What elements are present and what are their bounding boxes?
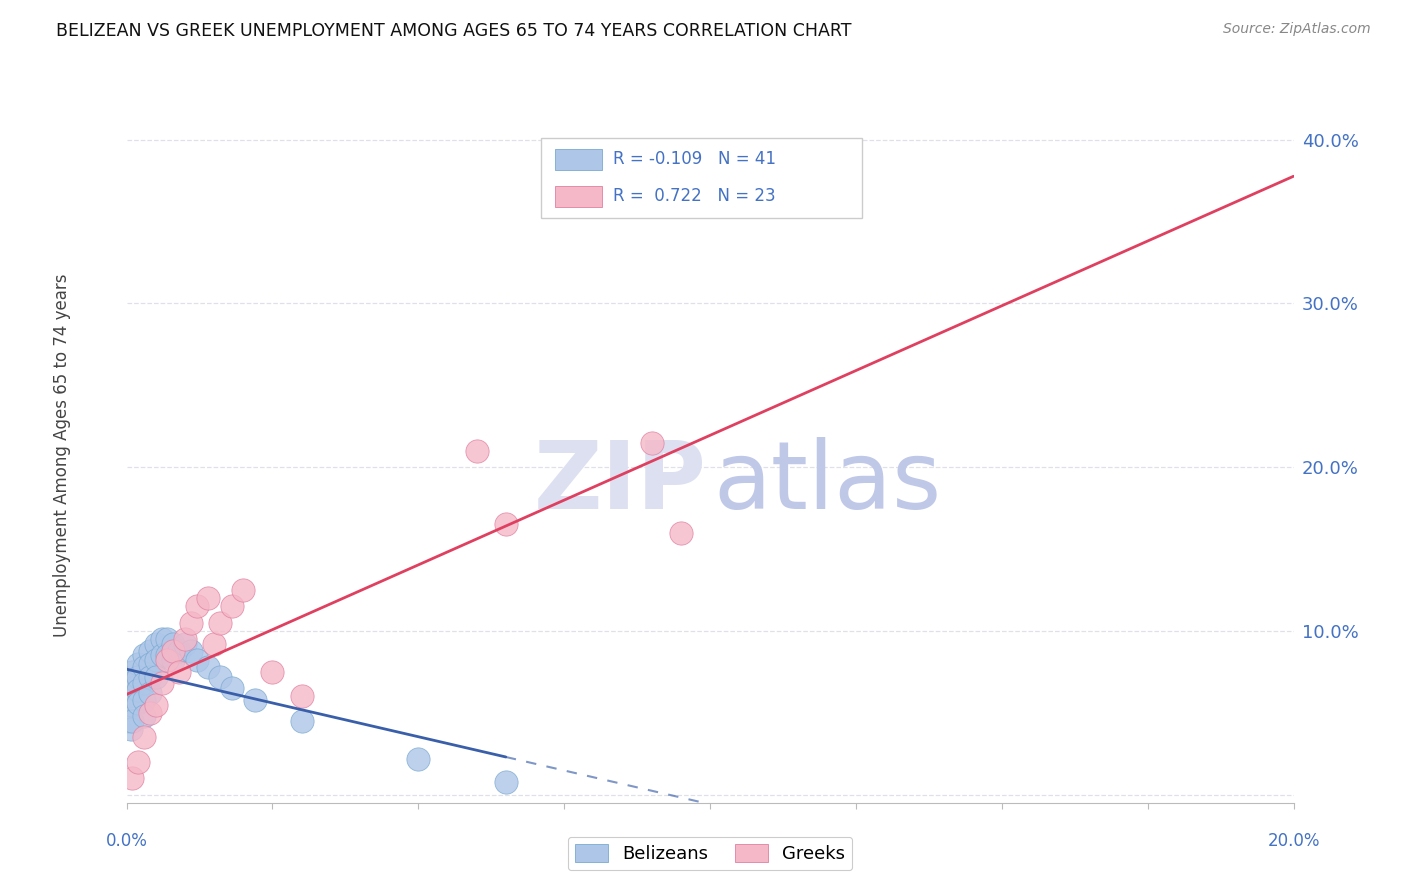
Point	[150, 676, 173, 690]
Point	[156, 653, 179, 667]
Point	[127, 696, 149, 710]
Point	[132, 660, 155, 674]
Point	[180, 615, 202, 630]
Point	[262, 665, 284, 679]
Point	[145, 637, 167, 651]
Point	[162, 643, 184, 657]
Text: atlas: atlas	[713, 437, 942, 529]
Point	[162, 637, 184, 651]
Point	[197, 591, 219, 606]
Point	[132, 676, 155, 690]
Point	[132, 692, 155, 706]
Point	[186, 653, 208, 667]
Point	[167, 665, 190, 679]
Point	[127, 682, 149, 697]
Point	[208, 615, 231, 630]
Point	[127, 670, 149, 684]
Text: ZIP: ZIP	[534, 437, 707, 529]
Point	[118, 690, 141, 704]
Point	[174, 637, 197, 651]
Point	[408, 751, 430, 765]
Point	[202, 637, 225, 651]
Point	[167, 643, 190, 657]
Point	[156, 648, 179, 663]
Text: 0.0%: 0.0%	[105, 832, 148, 850]
Legend: Belizeans, Greeks: Belizeans, Greeks	[568, 837, 852, 871]
Point	[495, 774, 517, 789]
FancyBboxPatch shape	[555, 186, 602, 207]
Point	[290, 714, 312, 728]
Text: R = -0.109   N = 41: R = -0.109 N = 41	[613, 150, 776, 169]
Point	[120, 722, 142, 736]
Point	[186, 599, 208, 614]
Point	[121, 681, 143, 696]
Point	[117, 714, 139, 728]
Text: BELIZEAN VS GREEK UNEMPLOYMENT AMONG AGES 65 TO 74 YEARS CORRELATION CHART: BELIZEAN VS GREEK UNEMPLOYMENT AMONG AGE…	[56, 22, 852, 40]
Point	[669, 525, 692, 540]
FancyBboxPatch shape	[555, 149, 602, 169]
Point	[180, 643, 202, 657]
Point	[208, 670, 231, 684]
Point	[145, 670, 167, 684]
Point	[162, 653, 184, 667]
Point	[121, 714, 143, 728]
Point	[121, 771, 143, 785]
Point	[132, 731, 155, 745]
Point	[221, 599, 243, 614]
Text: 20.0%: 20.0%	[1267, 832, 1320, 850]
Point	[465, 443, 488, 458]
Point	[132, 709, 155, 723]
Point	[495, 517, 517, 532]
Point	[132, 648, 155, 663]
Point	[139, 706, 162, 720]
Point	[139, 643, 162, 657]
Point	[174, 632, 197, 646]
Point	[232, 582, 254, 597]
Point	[150, 648, 173, 663]
Point	[156, 632, 179, 646]
Text: Unemployment Among Ages 65 to 74 years: Unemployment Among Ages 65 to 74 years	[53, 273, 72, 637]
Point	[197, 660, 219, 674]
Point	[221, 681, 243, 696]
FancyBboxPatch shape	[541, 138, 862, 219]
Point	[139, 670, 162, 684]
Point	[127, 657, 149, 671]
Point	[243, 692, 266, 706]
Text: R =  0.722   N = 23: R = 0.722 N = 23	[613, 187, 776, 205]
Point	[121, 698, 143, 712]
Point	[121, 665, 143, 679]
Point	[150, 632, 173, 646]
Text: Source: ZipAtlas.com: Source: ZipAtlas.com	[1223, 22, 1371, 37]
Point	[290, 690, 312, 704]
Point	[145, 698, 167, 712]
Point	[139, 657, 162, 671]
Point	[640, 435, 664, 450]
Point	[127, 755, 149, 769]
Point	[124, 673, 146, 687]
Point	[145, 653, 167, 667]
Point	[139, 686, 162, 700]
